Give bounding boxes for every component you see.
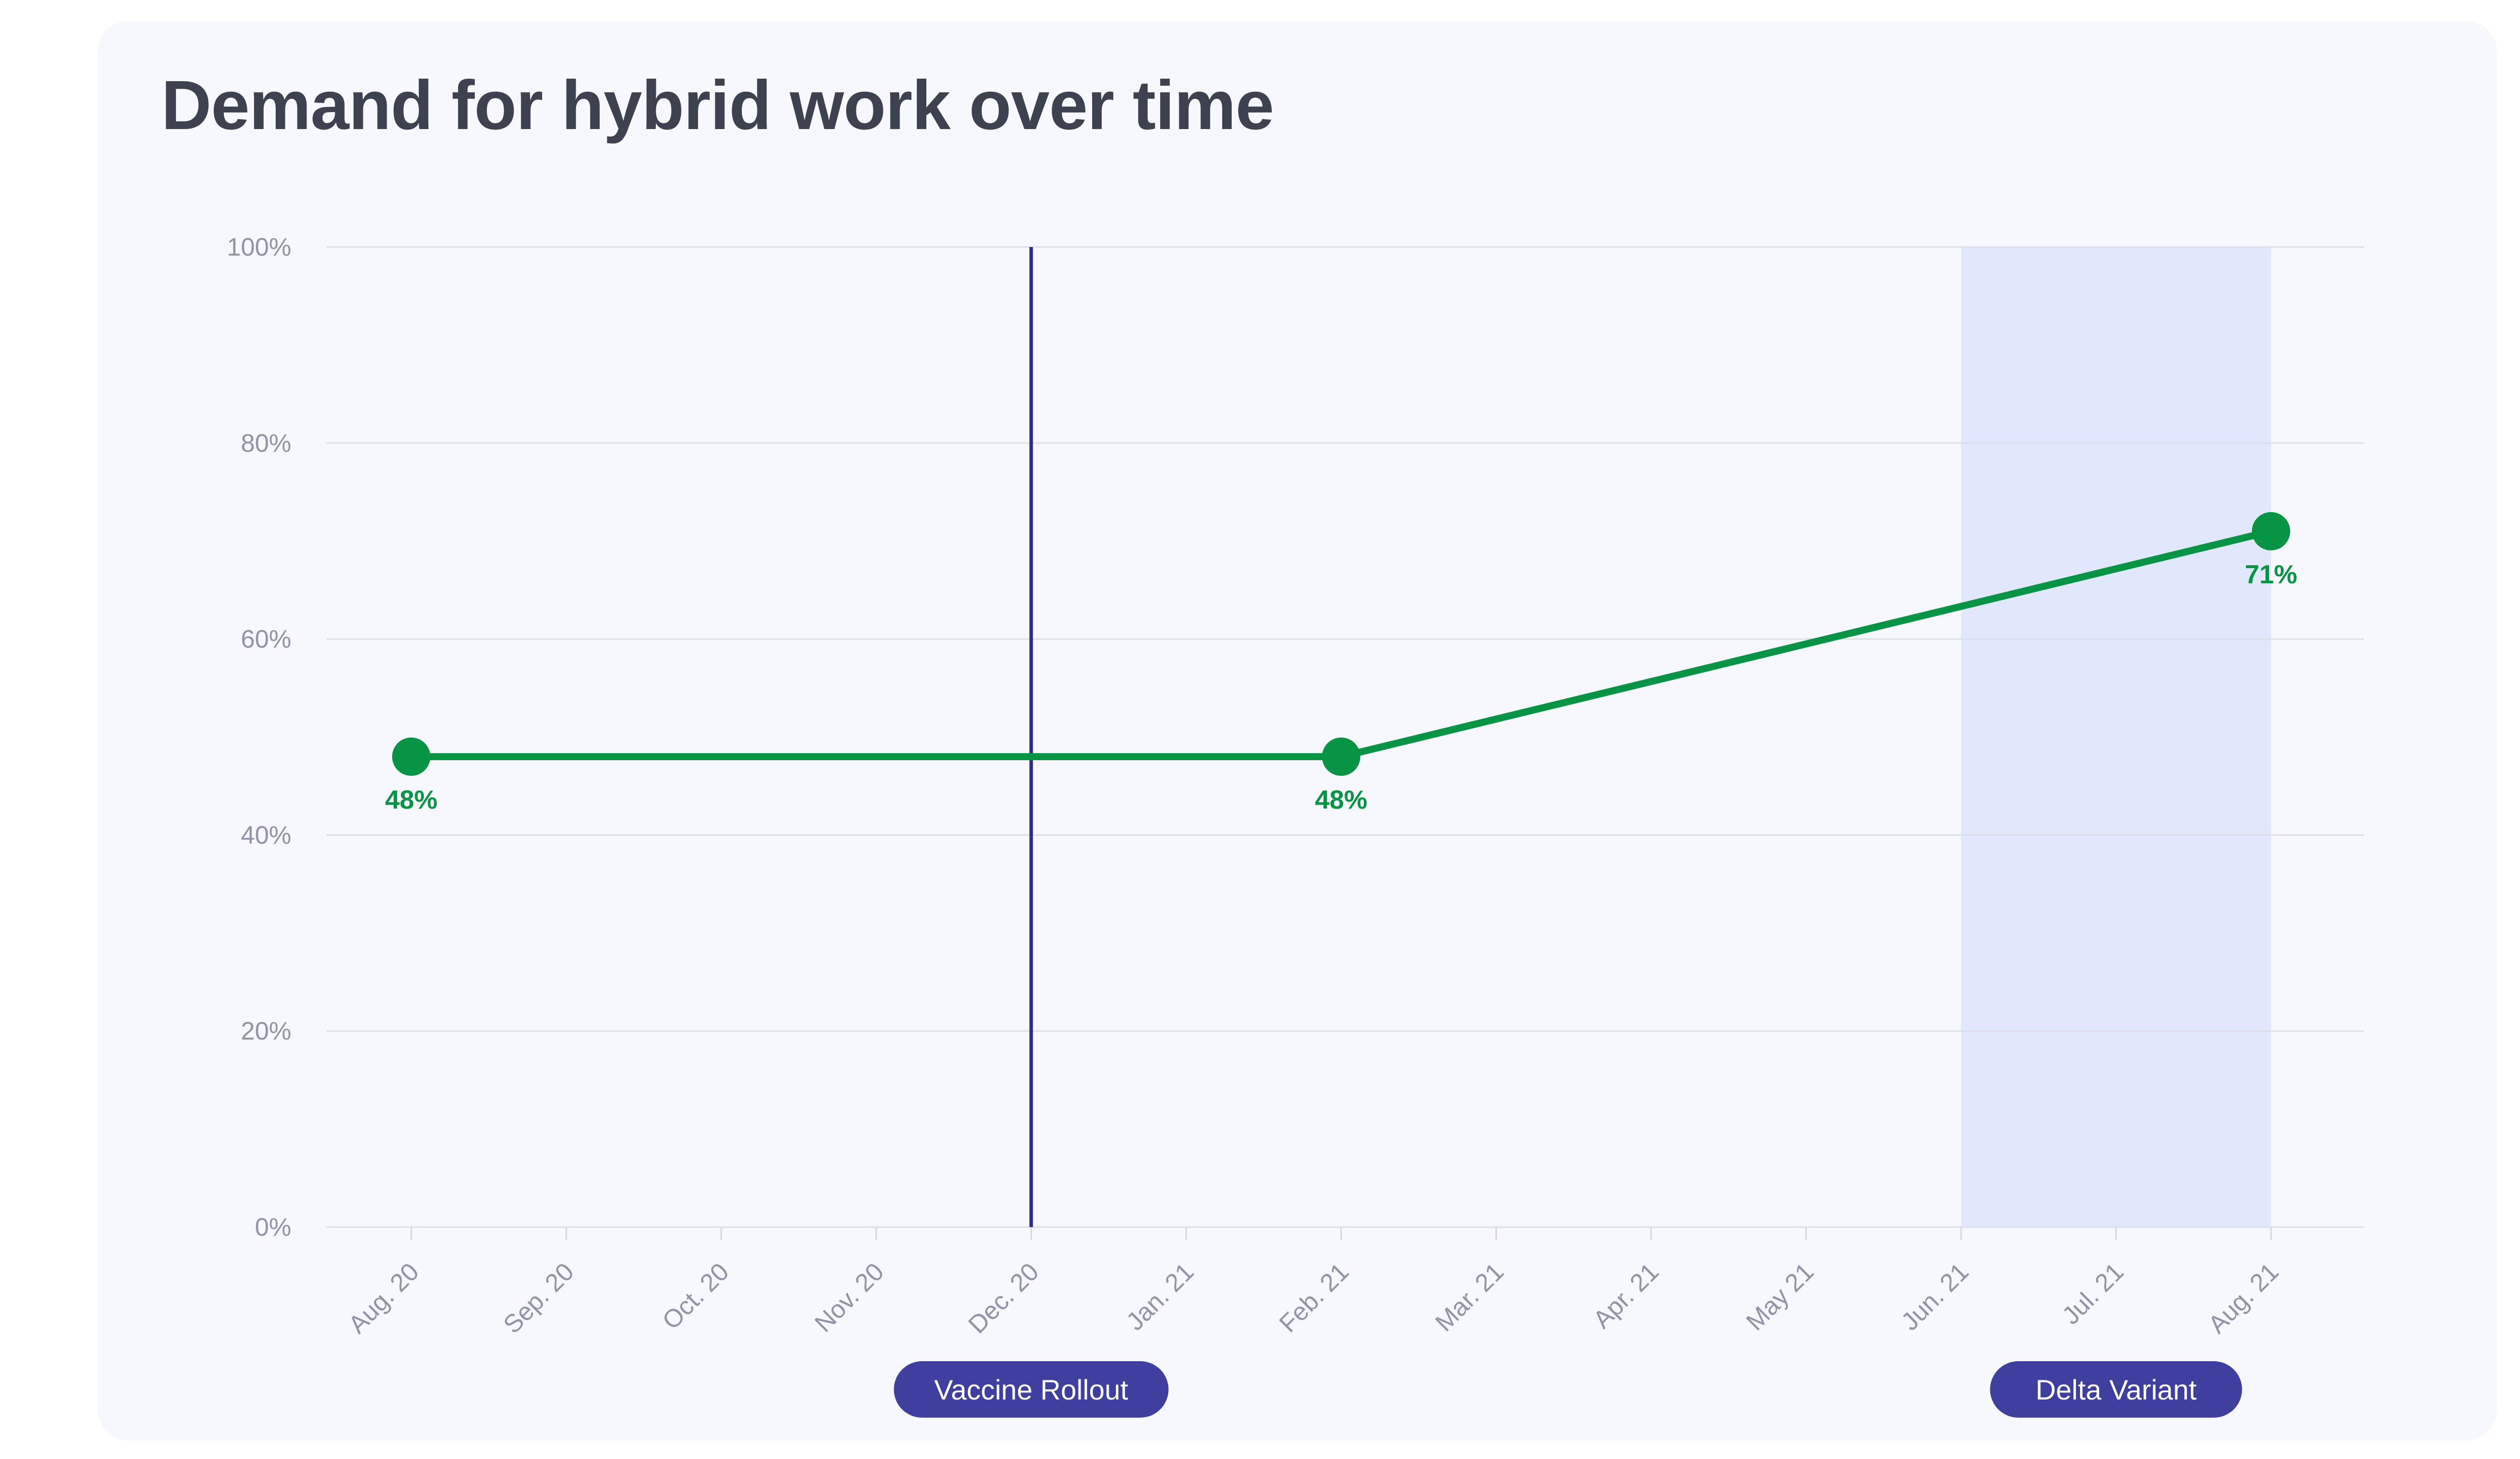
- x-tick-label: Apr. 21: [1588, 1257, 1664, 1334]
- x-tick-label: Aug. 21: [2202, 1257, 2284, 1339]
- annotation-label: Delta Variant: [2036, 1374, 2197, 1406]
- x-tick-label: May 21: [1741, 1257, 1819, 1336]
- x-tick-label: Jan. 21: [1121, 1257, 1200, 1336]
- annotation-label: Vaccine Rollout: [934, 1374, 1128, 1406]
- delta-variant-band: [1961, 247, 2271, 1227]
- y-tick-label: 100%: [227, 233, 291, 261]
- annotation-pill-bg: [1990, 1361, 2242, 1418]
- x-tick-label: Sep. 20: [498, 1257, 579, 1339]
- x-tick-label: Oct. 20: [657, 1257, 734, 1335]
- y-tick-label: 60%: [241, 625, 291, 653]
- x-tick-label: Dec. 20: [963, 1257, 1044, 1339]
- data-label: 48%: [385, 785, 437, 815]
- delta-variant-pill: Delta Variant: [1990, 1361, 2242, 1418]
- chart-title: Demand for hybrid work over time: [161, 67, 1274, 144]
- data-label: 71%: [2245, 560, 2297, 589]
- y-tick-label: 0%: [255, 1213, 291, 1241]
- x-tick-label: Feb. 21: [1274, 1257, 1354, 1338]
- data-label: 48%: [1315, 785, 1367, 815]
- y-tick-label: 20%: [241, 1017, 291, 1045]
- data-point: [2252, 512, 2290, 551]
- x-tick-label: Aug. 20: [343, 1257, 424, 1339]
- y-tick-label: 40%: [241, 821, 291, 849]
- x-tick-label: Jun. 21: [1896, 1257, 1974, 1336]
- data-point: [392, 737, 430, 776]
- x-tick-label: Nov. 20: [809, 1257, 889, 1338]
- x-tick-label: Mar. 21: [1430, 1257, 1509, 1337]
- annotation-pill-bg: [894, 1361, 1169, 1418]
- x-tick-label: Jul. 21: [2057, 1257, 2129, 1330]
- y-tick-label: 80%: [241, 429, 291, 457]
- vaccine-rollout-pill: Vaccine Rollout: [894, 1361, 1169, 1418]
- data-point: [1322, 737, 1360, 776]
